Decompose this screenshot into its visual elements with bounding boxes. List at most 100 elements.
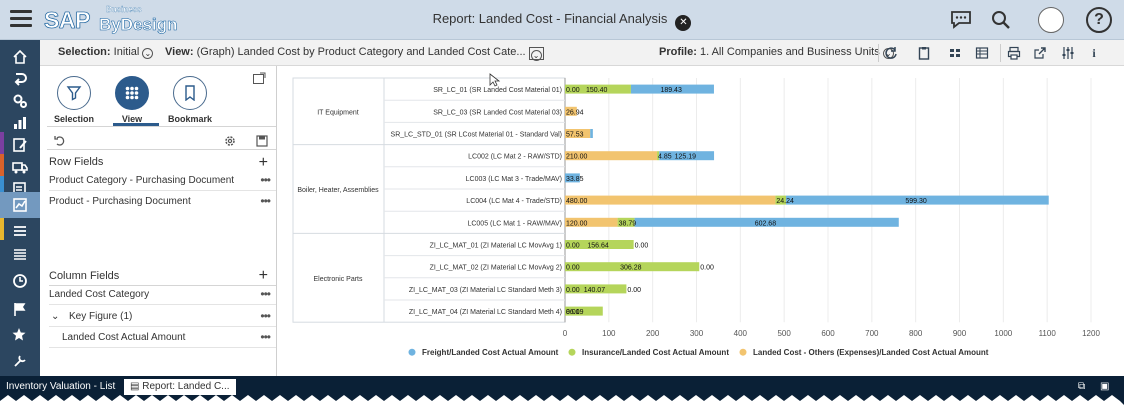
chart-area: 0 100 200 300 400 500 600 700 800 900 1000 1100 1200… <box>278 66 1124 376</box>
view-button-label: View <box>121 114 143 124</box>
bar-insurance <box>565 84 631 94</box>
row-field-item[interactable]: Product Category - Purchasing Document ••… <box>49 171 276 191</box>
more-options-icon[interactable]: ••• <box>260 309 271 323</box>
bar-value-label: 125.19 <box>675 154 697 161</box>
x-tick-label: 900 <box>953 329 967 338</box>
logo-sap: SAP <box>44 7 91 34</box>
table-layout-icon[interactable] <box>947 45 963 61</box>
close-tab-icon[interactable]: ✕ <box>228 381 237 392</box>
group-label: Electronic Parts <box>313 276 363 283</box>
view-dropdown[interactable]: View: (Graph) Landed Cost by Product Cat… <box>165 46 544 61</box>
column-field-item[interactable]: ⌄ Key Figure (1) ••• <box>49 307 276 327</box>
undo-icon[interactable] <box>54 134 66 152</box>
feedback-icon[interactable] <box>946 5 976 35</box>
stacked-bar-chart[interactable]: 0 100 200 300 400 500 600 700 800 900 1000 1100 1200… <box>278 66 1124 376</box>
clock-icon[interactable] <box>0 268 40 294</box>
collapse-icon[interactable]: ▣ <box>1100 381 1110 392</box>
bar-value-label: 0.00 <box>627 287 641 294</box>
column-field-item[interactable]: Landed Cost Category ••• <box>49 285 276 305</box>
row-field-item[interactable]: Product - Purchasing Document ••• <box>49 192 276 212</box>
more-options-icon[interactable]: ••• <box>260 330 271 344</box>
more-options-icon[interactable]: ••• <box>260 287 271 301</box>
legend-entry: Insurance/Landed Cost Actual Amount <box>582 348 729 357</box>
export-icon[interactable] <box>1032 45 1048 61</box>
window-icon[interactable]: ⧉ <box>1078 381 1086 392</box>
expand-chevron-icon[interactable]: ⌄ <box>51 311 60 322</box>
bar-freight <box>659 151 715 161</box>
x-tick-label: 200 <box>646 329 660 338</box>
chevron-circle: ⌄ <box>530 50 542 61</box>
edit-document-icon[interactable] <box>0 132 40 158</box>
table-settings-icon[interactable] <box>974 45 990 61</box>
bar-insurance <box>565 262 700 272</box>
tools-icon[interactable] <box>0 348 40 374</box>
hamburger-menu-icon[interactable] <box>10 10 32 28</box>
selection-dropdown[interactable]: Selection: Initial ⌄ <box>58 46 154 59</box>
bar-freight <box>786 195 1049 205</box>
financial-report-icon[interactable] <box>0 192 40 218</box>
sliders-icon[interactable] <box>1060 45 1076 61</box>
close-report-icon[interactable]: ✕ <box>675 15 692 31</box>
refresh-icon[interactable] <box>883 45 899 61</box>
refresh-nav-icon[interactable] <box>0 66 40 92</box>
torn-edge <box>0 395 1124 405</box>
selection-panel-button[interactable]: Selection <box>45 76 103 124</box>
column-field-item[interactable]: Landed Cost Actual Amount ••• <box>49 328 276 348</box>
help-icon[interactable]: ? <box>1084 5 1114 35</box>
chevron-down-icon: ⌄ <box>142 48 154 59</box>
more-options-icon[interactable]: ••• <box>260 173 271 187</box>
taskbar-item-inventory[interactable]: Inventory Valuation - List <box>6 381 116 392</box>
more-options-icon[interactable]: ••• <box>260 194 271 208</box>
bar-others <box>565 217 618 227</box>
taskbar-item-label: Report: Landed C... <box>142 381 230 392</box>
list-detail-icon[interactable] <box>0 242 40 268</box>
search-icon[interactable] <box>986 5 1016 35</box>
taskbar-item-report[interactable]: ▤ Report: Landed C... <box>124 379 236 395</box>
save-icon[interactable] <box>256 134 268 152</box>
add-column-field-button[interactable]: + <box>258 267 268 284</box>
nav-accent-yellow <box>0 218 4 240</box>
x-tick-label: 1100 <box>1039 329 1057 338</box>
user-avatar[interactable] <box>1036 5 1066 35</box>
clipboard-icon[interactable] <box>916 45 932 61</box>
bar-value-label: 480.00 <box>566 198 588 205</box>
info-icon[interactable]: i <box>1092 45 1096 60</box>
nav-accent-blue <box>0 176 4 198</box>
row-label: SR_LC_01 (SR Landed Cost Material 01) <box>433 87 562 94</box>
group-label: Boiler, Heater, Assemblies <box>297 187 379 194</box>
bar-chart-icon[interactable] <box>0 110 40 136</box>
settings-gears-icon[interactable] <box>0 88 40 114</box>
home-icon[interactable] <box>0 44 40 70</box>
gear-icon[interactable] <box>224 134 236 152</box>
profile-dropdown[interactable]: Profile: 1. All Companies and Business U… <box>659 46 894 59</box>
active-tab-indicator <box>113 123 159 126</box>
x-tick-label: 500 <box>777 329 791 338</box>
print-icon[interactable] <box>1006 45 1022 61</box>
toolbar-divider <box>1000 44 1001 62</box>
flag-icon[interactable] <box>0 296 40 322</box>
bar-value-label: 602.68 <box>755 220 777 227</box>
row-label: ZI_LC_MAT_02 (ZI Material LC MovAvg 2) <box>430 265 562 272</box>
add-row-field-button[interactable]: + <box>258 154 268 171</box>
row-label: SR_LC_03 (SR Landed Cost Material 03) <box>433 109 562 116</box>
collapse-panel-icon[interactable] <box>253 71 266 89</box>
bookmark-panel-button[interactable]: Bookmark <box>161 76 219 124</box>
page-title-text: Report: Landed Cost - Financial Analysis <box>432 11 668 26</box>
favorites-star-icon[interactable] <box>0 322 40 348</box>
x-tick-label: 700 <box>865 329 879 338</box>
legend-entry: Freight/Landed Cost Actual Amount <box>422 348 559 357</box>
logo-bydesign: ByDesign <box>99 15 178 35</box>
bar-value-label: 33.85 <box>566 176 584 183</box>
row-label: LC003 (LC Mat 3 - Trade/MAV) <box>466 176 562 183</box>
bar-value-label: 57.53 <box>566 132 584 139</box>
view-panel-button[interactable]: View <box>103 76 161 124</box>
bar-insurance <box>775 195 787 205</box>
left-navigation <box>0 40 40 376</box>
x-tick-label: 0 <box>563 329 568 338</box>
legend-marker <box>568 348 576 356</box>
list-icon[interactable] <box>0 218 40 244</box>
delivery-truck-icon[interactable] <box>0 154 40 180</box>
row-label: LC002 (LC Mat 2 - RAW/STD) <box>468 154 562 161</box>
sap-logo[interactable]: SAP Business ByDesign <box>44 4 178 36</box>
panel-divider <box>47 126 276 127</box>
